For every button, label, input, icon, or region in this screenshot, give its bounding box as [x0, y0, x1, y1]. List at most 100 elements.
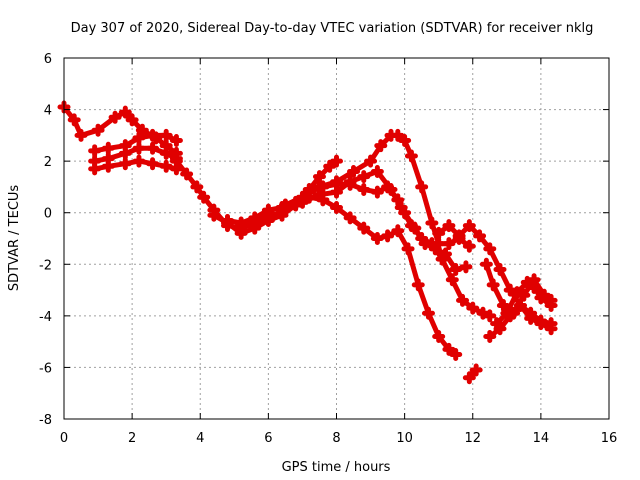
data-point-marker: [432, 226, 446, 240]
series-track-14: [462, 363, 483, 385]
data-point-marker: [415, 180, 429, 194]
data-point-marker: [398, 134, 412, 148]
data-point-marker: [435, 252, 449, 266]
x-tick-label: 4: [196, 431, 204, 446]
x-tick-label: 14: [533, 431, 550, 446]
data-point-marker: [510, 286, 524, 300]
data-point-marker: [74, 128, 88, 142]
data-point-marker: [180, 167, 194, 181]
y-tick-label: -6: [39, 361, 52, 376]
data-point-marker: [534, 314, 548, 328]
data-point-marker: [118, 105, 132, 119]
x-tick-label: 8: [332, 431, 340, 446]
series-track-13: [479, 257, 558, 320]
data-point-marker: [312, 170, 326, 184]
data-point-marker: [169, 134, 183, 148]
data-point-marker: [544, 293, 558, 307]
data-point-marker: [146, 141, 160, 155]
data-point-marker: [91, 123, 105, 137]
data-point-marker: [527, 273, 541, 287]
data-point-marker: [476, 306, 490, 320]
y-tick-label: 6: [44, 52, 52, 67]
data-point-marker: [432, 329, 446, 343]
data-point-marker: [490, 317, 504, 331]
data-point-marker: [343, 211, 357, 225]
data-point-marker: [197, 190, 211, 204]
data-point-marker: [479, 257, 493, 271]
data-point-marker: [248, 211, 262, 225]
x-axis: 0 2 4 6 8 10 12 14 16: [60, 58, 617, 446]
data-point-marker: [473, 229, 487, 243]
data-point-marker: [330, 154, 343, 168]
data-series-group: [57, 100, 558, 385]
data-point-marker: [381, 229, 395, 243]
data-point-marker: [421, 306, 435, 320]
data-point-marker: [394, 201, 408, 215]
data-point-marker: [452, 229, 466, 243]
data-point-marker: [466, 301, 480, 315]
data-point-marker: [462, 239, 476, 253]
data-point-marker: [347, 164, 361, 178]
data-point-marker: [248, 221, 262, 235]
y-tick-label: -2: [39, 258, 52, 273]
x-tick-label: 16: [601, 431, 618, 446]
data-point-marker: [278, 198, 292, 212]
y-tick-label: 4: [44, 104, 52, 119]
data-point-marker: [234, 226, 248, 240]
data-point-marker: [67, 113, 81, 127]
data-point-marker: [118, 146, 132, 160]
y-tick-label: 0: [44, 207, 52, 222]
data-point-marker: [404, 219, 418, 233]
y-tick-label: 2: [44, 155, 52, 170]
data-point-marker: [343, 175, 357, 189]
data-point-marker: [330, 201, 343, 215]
data-point-marker: [507, 306, 521, 320]
data-point-marker: [357, 221, 371, 235]
data-point-marker: [370, 232, 384, 245]
data-point-marker: [401, 242, 415, 256]
data-point-marker: [496, 299, 510, 313]
data-point-marker: [101, 159, 115, 173]
data-point-marker: [483, 242, 497, 256]
data-point-marker: [445, 273, 459, 287]
data-point-marker: [261, 203, 275, 217]
data-point-marker: [357, 183, 371, 197]
data-point-marker: [323, 159, 337, 173]
data-point-marker: [234, 216, 248, 230]
data-point-marker: [221, 213, 234, 227]
data-point-marker: [425, 216, 439, 230]
data-point-marker: [132, 154, 146, 168]
data-point-marker: [503, 283, 517, 297]
x-axis-label: GPS time / hours: [282, 460, 391, 475]
data-point-marker: [415, 232, 429, 245]
data-point-marker: [391, 128, 405, 142]
data-point-marker: [88, 162, 102, 176]
data-point-marker: [261, 213, 275, 227]
series-track-4: [88, 154, 183, 176]
data-point-marker: [132, 131, 146, 145]
data-point-marker: [411, 278, 425, 292]
y-tick-label: -4: [39, 310, 52, 325]
data-point-marker: [442, 219, 456, 233]
data-point-marker: [101, 141, 115, 155]
data-point-marker: [118, 157, 132, 171]
data-point-marker: [524, 306, 538, 320]
data-point-marker: [135, 123, 149, 137]
data-point-marker: [125, 113, 139, 127]
y-axis-label: SDTVAR / TECUs: [7, 185, 22, 292]
data-point-marker: [483, 329, 497, 343]
data-point-marker: [544, 317, 558, 331]
data-point-marker: [483, 309, 497, 323]
data-point-marker: [295, 195, 309, 209]
data-point-marker: [190, 180, 204, 194]
data-point-marker: [449, 262, 463, 276]
data-point-marker: [459, 260, 473, 274]
data-point-marker: [207, 208, 221, 222]
data-point-marker: [517, 288, 531, 302]
data-point-marker: [449, 348, 463, 362]
x-tick-label: 6: [264, 431, 272, 446]
data-point-marker: [370, 185, 384, 199]
data-point-marker: [469, 363, 483, 377]
